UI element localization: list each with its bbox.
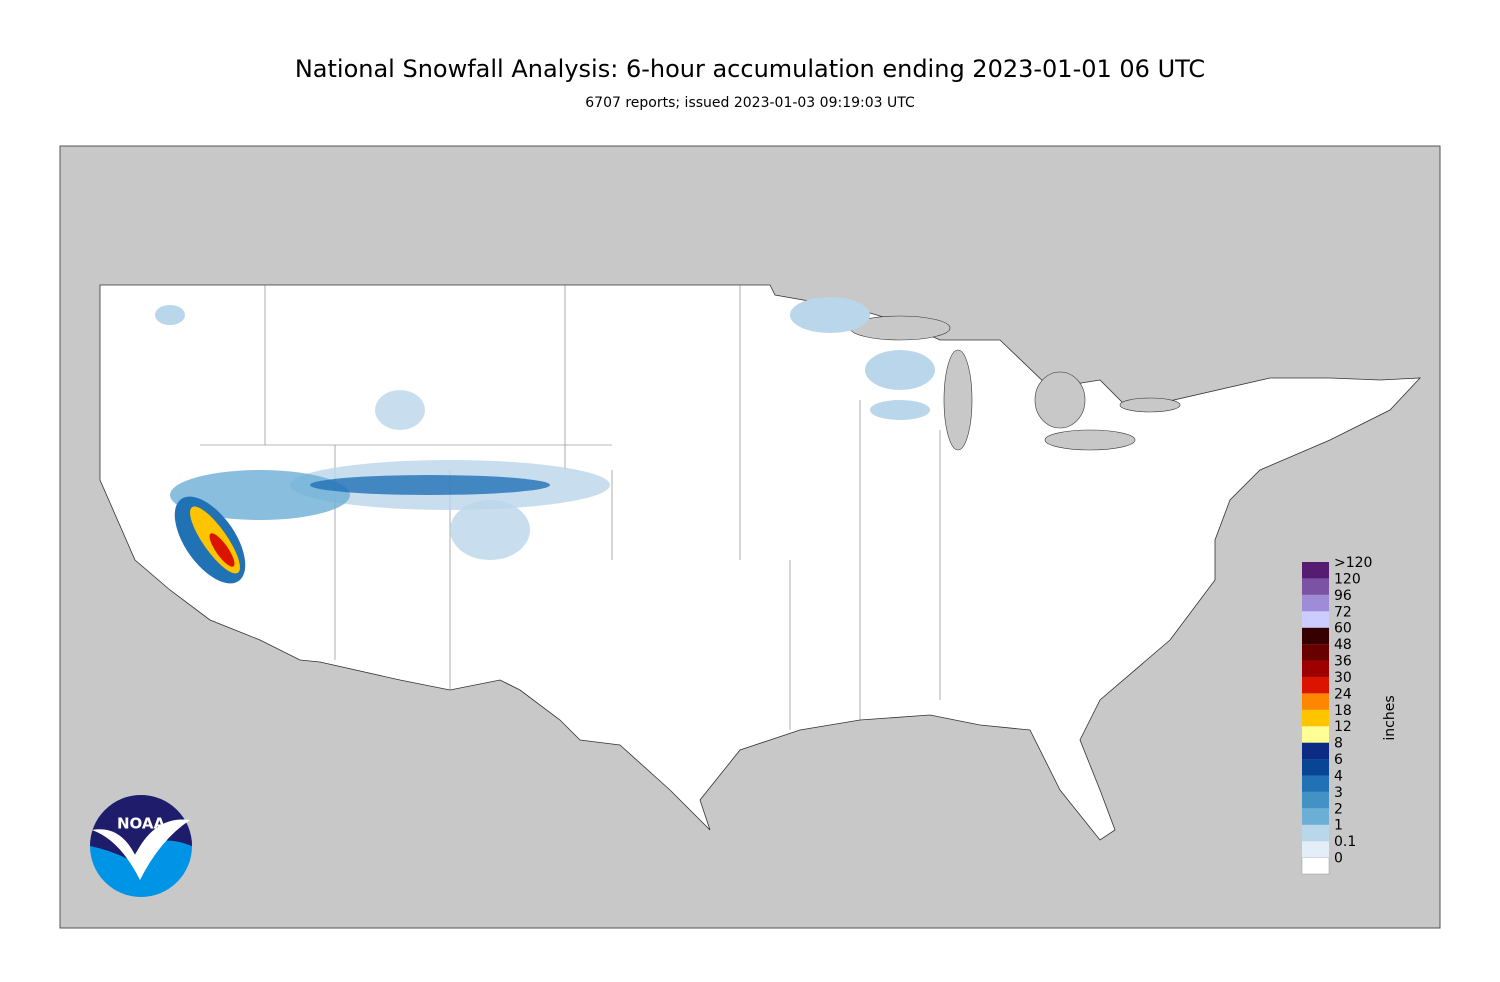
legend-label: 96 xyxy=(1334,588,1352,604)
legend-label: 18 xyxy=(1334,703,1352,719)
legend-label: 48 xyxy=(1334,637,1352,653)
legend-swatch xyxy=(1302,709,1329,727)
legend-swatch xyxy=(1302,808,1329,825)
legend-swatch xyxy=(1302,791,1329,809)
legend-swatch xyxy=(1302,562,1329,579)
legend-swatch xyxy=(1302,775,1329,792)
conus xyxy=(99,284,1421,841)
legend-label: 30 xyxy=(1334,670,1352,686)
legend-label: 120 xyxy=(1334,571,1361,587)
noaa-logo: NOAA xyxy=(90,795,192,897)
legend-swatch xyxy=(1302,644,1329,661)
title: National Snowfall Analysis: 6-hour accum… xyxy=(295,55,1205,83)
legend-label: 0.1 xyxy=(1334,834,1356,850)
subtitle: 6707 reports; issued 2023-01-03 09:19:03… xyxy=(585,95,915,111)
legend-swatch xyxy=(1302,578,1329,595)
legend-label: 8 xyxy=(1334,736,1343,752)
legend-swatch xyxy=(1302,594,1329,612)
legend-swatch xyxy=(1302,742,1329,760)
legend-label: 1 xyxy=(1334,818,1343,834)
legend-label: 12 xyxy=(1334,719,1352,735)
legend-swatch xyxy=(1301,857,1330,875)
legend-label: 0 xyxy=(1334,851,1343,867)
legend-label: >120 xyxy=(1334,555,1372,571)
legend-swatch xyxy=(1302,824,1329,842)
legend-label: 36 xyxy=(1334,654,1352,670)
legend-label: 2 xyxy=(1334,801,1343,817)
legend-swatch xyxy=(1302,660,1329,677)
legend-label: 4 xyxy=(1334,768,1343,784)
snow-areas xyxy=(155,297,935,584)
legend-title: inches xyxy=(1382,695,1398,740)
legend-label: 24 xyxy=(1334,686,1352,702)
logo-text: NOAA xyxy=(117,815,166,833)
legend-swatch xyxy=(1302,841,1329,858)
great-lakes xyxy=(849,315,1181,451)
legend-swatch xyxy=(1302,611,1329,628)
legend-label: 3 xyxy=(1334,785,1343,801)
map xyxy=(59,145,1441,929)
legend-swatch xyxy=(1302,759,1329,776)
legend-swatch xyxy=(1302,726,1329,743)
legend-label: 6 xyxy=(1334,752,1343,768)
legend-swatch xyxy=(1302,676,1329,694)
borders xyxy=(200,285,941,730)
legend: inches 00.1123468121824303648607296120>1… xyxy=(1301,555,1398,875)
legend-swatch xyxy=(1302,627,1329,645)
legend-label: 60 xyxy=(1334,621,1352,637)
legend-label: 72 xyxy=(1334,604,1352,620)
legend-swatch xyxy=(1302,693,1329,710)
